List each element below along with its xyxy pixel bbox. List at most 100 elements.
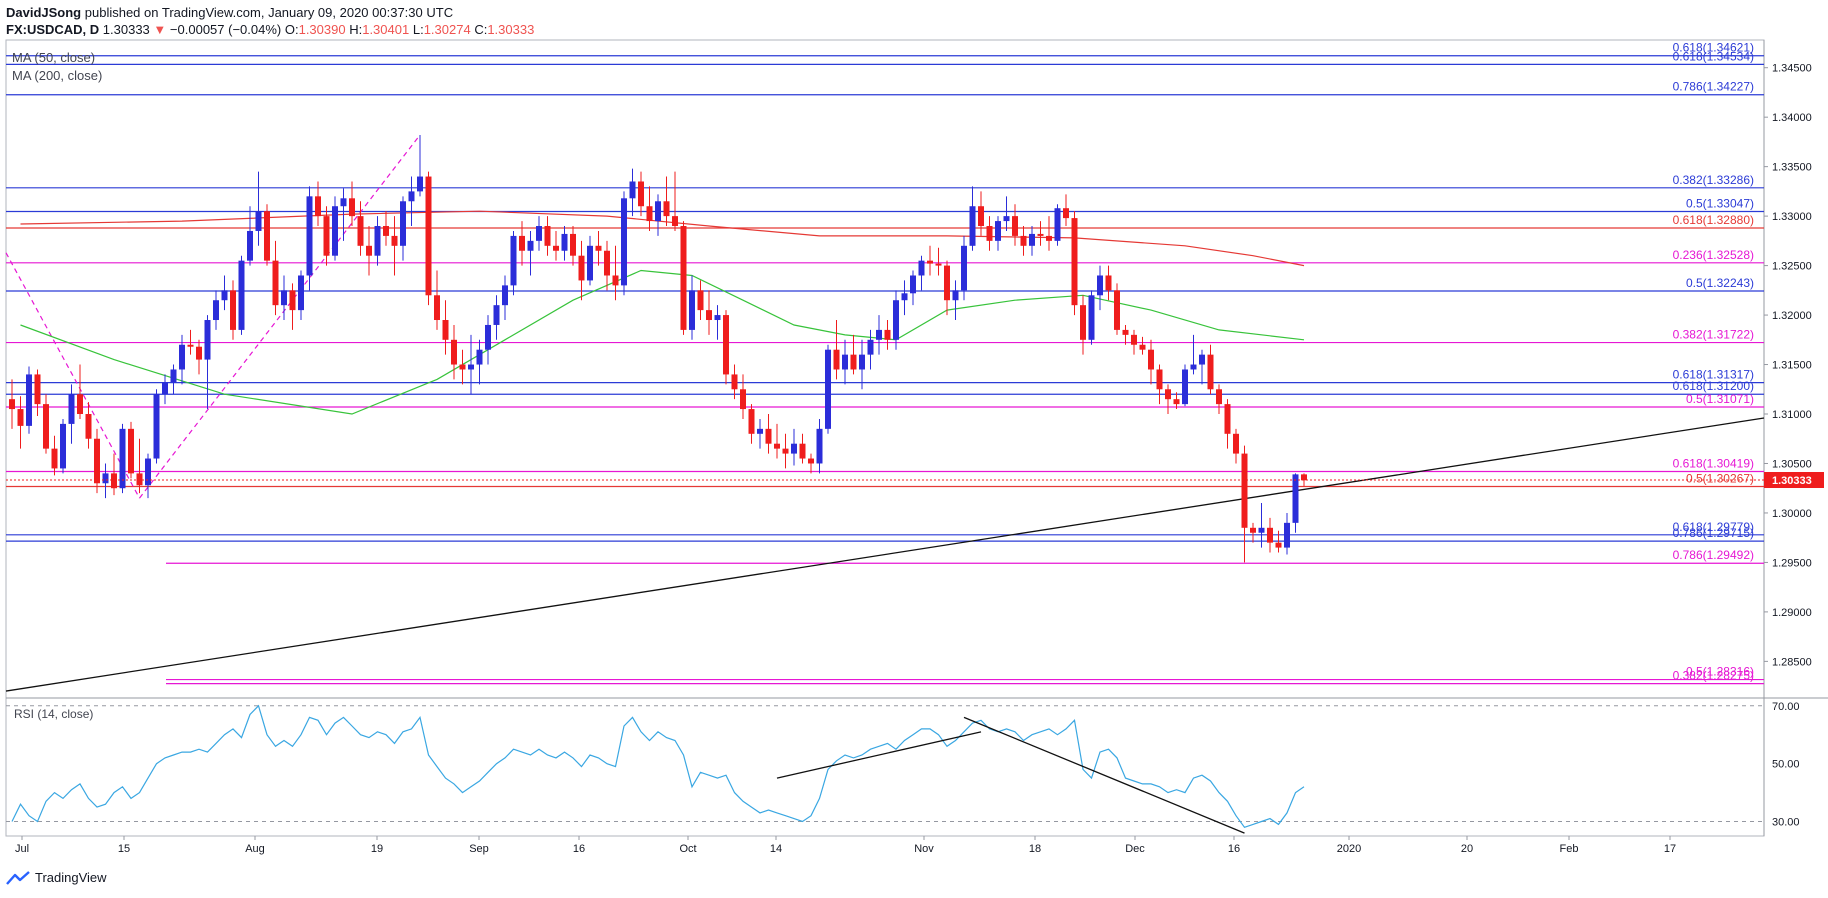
- candle: [230, 280, 236, 340]
- publisher-name[interactable]: DavidJSong: [6, 5, 82, 20]
- candle-body: [748, 409, 755, 434]
- last-price-tag: [1764, 472, 1824, 489]
- candle-body: [298, 275, 304, 311]
- fib-label: 0.5(1.31071): [1686, 392, 1754, 406]
- candle-body: [153, 394, 160, 459]
- time-tick-label: 2020: [1337, 843, 1361, 855]
- ma200-legend[interactable]: MA (200, close): [12, 68, 102, 83]
- candle: [289, 283, 296, 330]
- candle-body: [1071, 218, 1078, 306]
- ma50-legend[interactable]: MA (50, close): [12, 50, 95, 65]
- candle-body: [969, 206, 976, 246]
- candle-body: [1241, 453, 1248, 528]
- candle: [519, 221, 525, 266]
- candle-body: [383, 226, 389, 236]
- time-tick-label: Jul: [15, 843, 29, 855]
- footer: TradingView: [6, 870, 107, 885]
- candlestick-series: [6, 134, 1764, 563]
- candle: [1046, 216, 1052, 251]
- candle-body: [230, 290, 236, 330]
- candle-body: [714, 315, 721, 321]
- candle-body: [1224, 404, 1231, 434]
- candle-body: [646, 206, 653, 222]
- candle-body: [799, 443, 806, 459]
- candle-body: [94, 438, 100, 484]
- candle-body: [604, 250, 610, 276]
- candle: [77, 364, 83, 419]
- candle: [646, 186, 653, 231]
- candle: [1114, 283, 1120, 335]
- time-tick-label: 18: [1029, 843, 1041, 855]
- price-tick-label: 1.34500: [1772, 63, 1812, 75]
- candle-body: [187, 344, 194, 347]
- brand-name[interactable]: TradingView: [35, 870, 107, 885]
- candle-body: [519, 235, 525, 251]
- candle-body: [9, 399, 15, 410]
- candle-body: [332, 206, 338, 256]
- candle: [1241, 445, 1248, 563]
- close-label: C:: [474, 22, 488, 37]
- time-tick-label: Nov: [914, 843, 934, 855]
- price-tick-label: 1.29500: [1772, 557, 1812, 569]
- candle-body: [910, 275, 916, 294]
- candle-body: [1046, 235, 1052, 241]
- candle-body: [1029, 233, 1035, 246]
- candle-body: [468, 364, 474, 370]
- candle: [757, 418, 763, 449]
- candle: [264, 204, 270, 266]
- price-trendlines: [5, 134, 1765, 692]
- price-axis[interactable]: 1.34500 1.34000 1.33500 1.33000 1.32500 1.320…: [1764, 63, 1824, 669]
- candle: [196, 339, 202, 375]
- fib-label: 0.5(1.33047): [1686, 196, 1754, 210]
- candle-body: [561, 233, 568, 251]
- candle: [366, 226, 372, 276]
- candle: [60, 418, 66, 474]
- candle: [1148, 339, 1154, 385]
- candle-body: [621, 198, 627, 286]
- candle: [867, 329, 874, 370]
- candle: [544, 216, 551, 256]
- candle: [621, 191, 627, 296]
- candle: [782, 433, 789, 469]
- price-change: −0.00057 (−0.04%): [169, 22, 282, 37]
- symbol-label[interactable]: FX:USDCAD, D: [6, 22, 100, 37]
- candle: [1080, 295, 1086, 355]
- candle: [485, 315, 491, 365]
- time-tick-label: 19: [371, 843, 383, 855]
- candle: [876, 315, 882, 355]
- candle: [153, 389, 160, 464]
- candle-body: [417, 176, 423, 192]
- time-tick-label: 16: [573, 843, 585, 855]
- candle-body: [1105, 275, 1112, 291]
- candle: [17, 396, 24, 449]
- candle: [799, 433, 806, 464]
- candle-body: [1267, 527, 1273, 543]
- candle-body: [213, 300, 219, 321]
- candle: [731, 364, 738, 400]
- fib-label: 0.236(1.32528): [1673, 248, 1754, 262]
- candle: [995, 216, 1001, 251]
- candle: [323, 206, 330, 266]
- open-label: O:: [284, 22, 299, 37]
- candle-body: [553, 245, 559, 251]
- candle: [893, 290, 899, 350]
- candle: [1054, 204, 1061, 246]
- fib-label: 0.618(1.34534): [1673, 49, 1754, 63]
- fib-label: 0.5(1.30267): [1686, 472, 1754, 486]
- candle: [1216, 384, 1222, 415]
- candle: [340, 188, 347, 241]
- candle-body: [1284, 522, 1290, 548]
- candle: [595, 230, 602, 266]
- candle-body: [60, 423, 66, 469]
- rsi-legend[interactable]: RSI (14, close): [14, 707, 93, 721]
- candle-body: [451, 339, 457, 365]
- candle-body: [544, 226, 551, 246]
- last-price-tag-label: 1.30333: [1772, 475, 1812, 487]
- ohlc-line: FX:USDCAD, D 1.30333 ▼ −0.00057 (−0.04%)…: [6, 21, 534, 38]
- time-axis[interactable]: Jul 15 Aug 19 Sep 16 Oct 14 Nov 18 Dec 16 2020 20 Feb 1…: [15, 836, 1676, 855]
- candle-body: [995, 221, 1001, 241]
- price-tick-label: 1.30500: [1772, 458, 1812, 470]
- time-tick-label: 15: [118, 843, 130, 855]
- candle: [1165, 384, 1171, 415]
